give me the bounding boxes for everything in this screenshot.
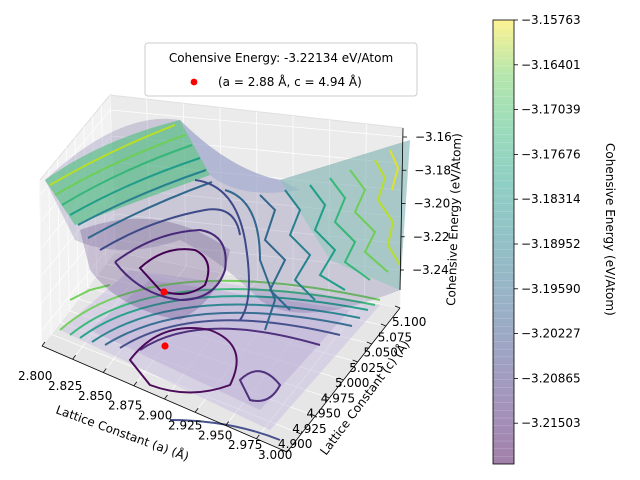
colorbar-level-lines — [493, 27, 514, 457]
z-tick-label: −3.16 — [415, 130, 452, 144]
colorbar-tick-label: −3.17039 — [521, 103, 581, 117]
colorbar-label: Cohensive Energy (eV/Atom) — [603, 143, 617, 316]
z-tick-label: −3.20 — [414, 197, 451, 211]
y-tick-label: 5.075 — [378, 330, 412, 344]
floor-contours — [59, 270, 381, 441]
grid-line — [39, 179, 43, 347]
y-tick-mark — [366, 341, 372, 345]
grid-line — [328, 119, 331, 295]
colorbar-tick-labels: −3.15763 −3.16401 −3.17039 −3.17676 −3.18314… — [514, 13, 581, 430]
grid-line — [41, 213, 115, 304]
y-tick-label: 4.975 — [321, 391, 355, 405]
x-tick-label: 2.850 — [78, 389, 112, 403]
y-tick-mark — [394, 305, 401, 309]
grid-line — [41, 239, 116, 331]
legend-entry: (a = 2.88 Å, c = 4.94 Å) — [218, 74, 362, 89]
y-tick-mark — [352, 359, 358, 363]
y-tick-label: 5.050 — [364, 346, 398, 360]
x-tick-label: 2.925 — [168, 418, 202, 432]
colorbar-tick-label: −3.18952 — [521, 237, 581, 251]
z-tick-label: −3.22 — [413, 230, 450, 244]
legend-frame — [144, 42, 418, 97]
z-axis-label: Cohensive Energy (eV/Atom) — [444, 133, 464, 306]
legend: Cohensive Energy: -3.22134 eV/Atom (a = … — [144, 42, 418, 97]
y-tick-label: 5.025 — [349, 361, 383, 375]
minimum-marker-surface — [160, 288, 168, 296]
x-tick-label: 2.875 — [108, 399, 142, 413]
axes-3d: 2.8002.8252.8502.8752.9002.9252.9502.975… — [18, 93, 464, 464]
y-tick-mark — [295, 431, 302, 435]
grid-line — [114, 239, 401, 271]
minimum-marker-floor — [161, 342, 169, 350]
z-axis-line — [399, 127, 404, 291]
grid-line — [48, 169, 52, 335]
colorbar-tick-label: −3.20865 — [521, 371, 581, 385]
z-tick-labels: −3.16 −3.18 −3.20 −3.22 −3.24 — [400, 130, 452, 277]
x-tick-label: 2.900 — [138, 409, 172, 423]
grid-line — [363, 123, 367, 302]
x-tick-mark — [41, 341, 46, 347]
x-tick-label: 3.000 — [258, 448, 292, 462]
x-tick-label: 2.975 — [228, 438, 262, 452]
x-tick-mark — [225, 421, 230, 426]
grid-line — [256, 111, 258, 281]
legend-title: Cohensive Energy: -3.22134 eV/Atom — [169, 51, 393, 65]
x-tick-mark — [72, 355, 76, 360]
y-tick-label: 5.000 — [335, 376, 369, 390]
y-tick-mark — [310, 413, 316, 417]
y-tick-label: 4.925 — [292, 422, 326, 436]
y-tick-label: 4.950 — [307, 407, 341, 421]
energy-surface — [45, 118, 410, 331]
y-tick-mark — [281, 449, 288, 453]
y-tick-mark — [338, 377, 344, 381]
grid-line — [109, 109, 404, 138]
x-tick-label: 2.825 — [48, 379, 82, 393]
colorbar-tick-label: −3.16401 — [521, 58, 581, 72]
x-tick-label: 2.800 — [18, 369, 52, 383]
legend-marker — [190, 78, 198, 86]
colorbar-tick-label: −3.19590 — [521, 282, 581, 296]
z-tick-label: −3.18 — [414, 163, 451, 177]
x-tick-mark — [102, 368, 107, 373]
colorbar-gradient — [493, 20, 514, 464]
colorbar: −3.15763 −3.16401 −3.17039 −3.17676 −3.18314… — [492, 13, 617, 465]
y-tick-label: 4.900 — [278, 437, 312, 451]
x-tick-labels: 2.8002.8252.8502.8752.9002.9252.9502.975… — [18, 341, 292, 462]
x-tick-mark — [133, 381, 138, 386]
grid-line — [114, 251, 401, 309]
colorbar-tick-label: −3.21503 — [521, 416, 581, 430]
grid-line — [112, 187, 402, 218]
x-tick-mark — [286, 447, 291, 453]
x-tick-mark — [256, 434, 260, 439]
x-tick-mark — [164, 394, 168, 400]
colorbar-tick-label: −3.15763 — [521, 13, 581, 27]
colorbar-tick-label: −3.17676 — [521, 147, 581, 161]
colorbar-tick-label: −3.20227 — [521, 327, 581, 341]
colorbar-frame — [492, 19, 515, 465]
y-tick-label: 5.100 — [392, 315, 426, 329]
y-tick-mark — [380, 323, 387, 327]
x-tick-mark — [194, 408, 199, 413]
x-tick-label: 2.950 — [198, 428, 232, 442]
colorbar-tick-label: −3.18314 — [521, 192, 581, 206]
y-tick-mark — [324, 395, 330, 399]
z-tick-label: −3.24 — [412, 263, 449, 277]
